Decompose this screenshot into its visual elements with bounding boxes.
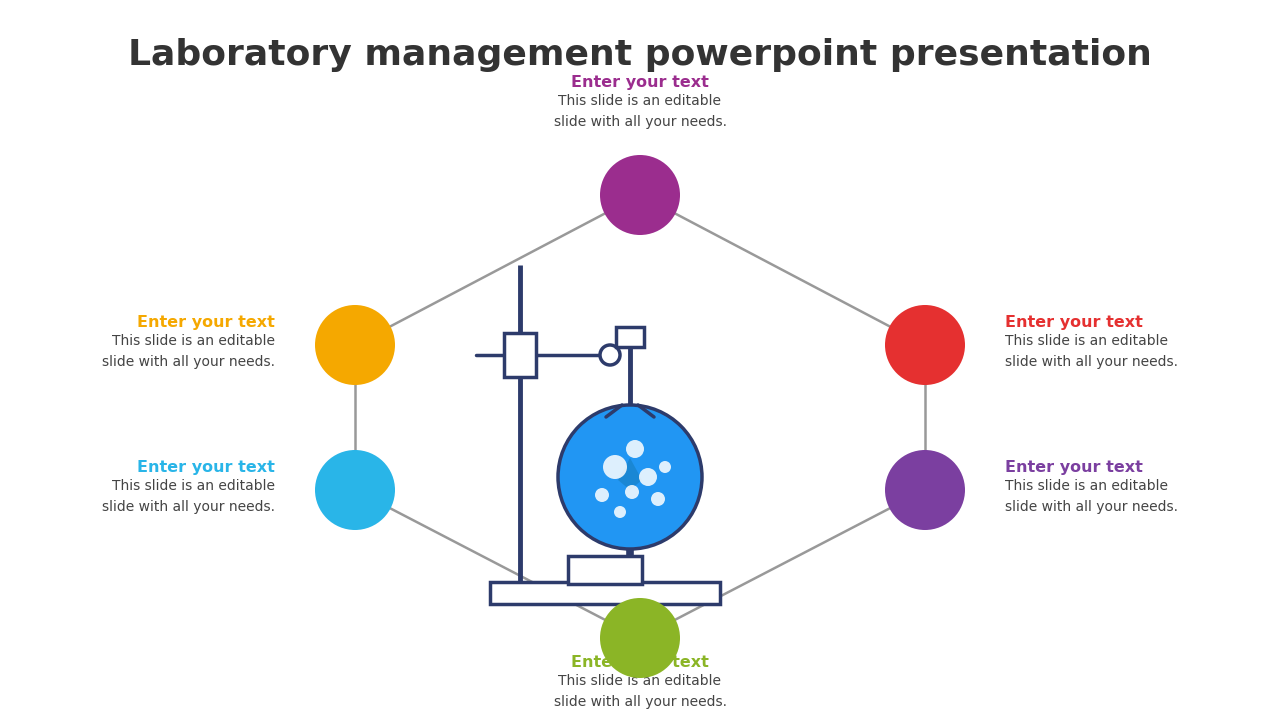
Bar (568, 556, 643, 584)
Circle shape (639, 468, 657, 486)
Bar (504, 333, 536, 377)
Text: This slide is an editable
slide with all your needs.: This slide is an editable slide with all… (553, 94, 727, 129)
Text: Enter your text: Enter your text (137, 460, 275, 475)
Text: This slide is an editable
slide with all your needs.: This slide is an editable slide with all… (1005, 479, 1178, 513)
Circle shape (603, 455, 627, 479)
Circle shape (315, 450, 396, 530)
Text: Enter your text: Enter your text (571, 75, 709, 90)
Text: This slide is an editable
slide with all your needs.: This slide is an editable slide with all… (553, 674, 727, 708)
Text: This slide is an editable
slide with all your needs.: This slide is an editable slide with all… (1005, 334, 1178, 369)
Text: Enter your text: Enter your text (1005, 460, 1143, 475)
Circle shape (600, 598, 680, 678)
Circle shape (558, 405, 701, 549)
Text: This slide is an editable
slide with all your needs.: This slide is an editable slide with all… (102, 479, 275, 513)
Polygon shape (618, 458, 643, 490)
Text: Enter your text: Enter your text (137, 315, 275, 330)
Text: Enter your text: Enter your text (571, 655, 709, 670)
Circle shape (652, 492, 666, 506)
Text: This slide is an editable
slide with all your needs.: This slide is an editable slide with all… (102, 334, 275, 369)
Bar (490, 582, 719, 604)
Circle shape (625, 485, 639, 499)
Circle shape (600, 155, 680, 235)
Circle shape (595, 488, 609, 502)
Circle shape (626, 440, 644, 458)
Circle shape (600, 345, 620, 365)
Circle shape (315, 305, 396, 385)
Bar (616, 327, 644, 347)
Circle shape (614, 506, 626, 518)
Circle shape (884, 305, 965, 385)
Circle shape (884, 450, 965, 530)
Text: Laboratory management powerpoint presentation: Laboratory management powerpoint present… (128, 38, 1152, 72)
Circle shape (659, 461, 671, 473)
Text: Enter your text: Enter your text (1005, 315, 1143, 330)
